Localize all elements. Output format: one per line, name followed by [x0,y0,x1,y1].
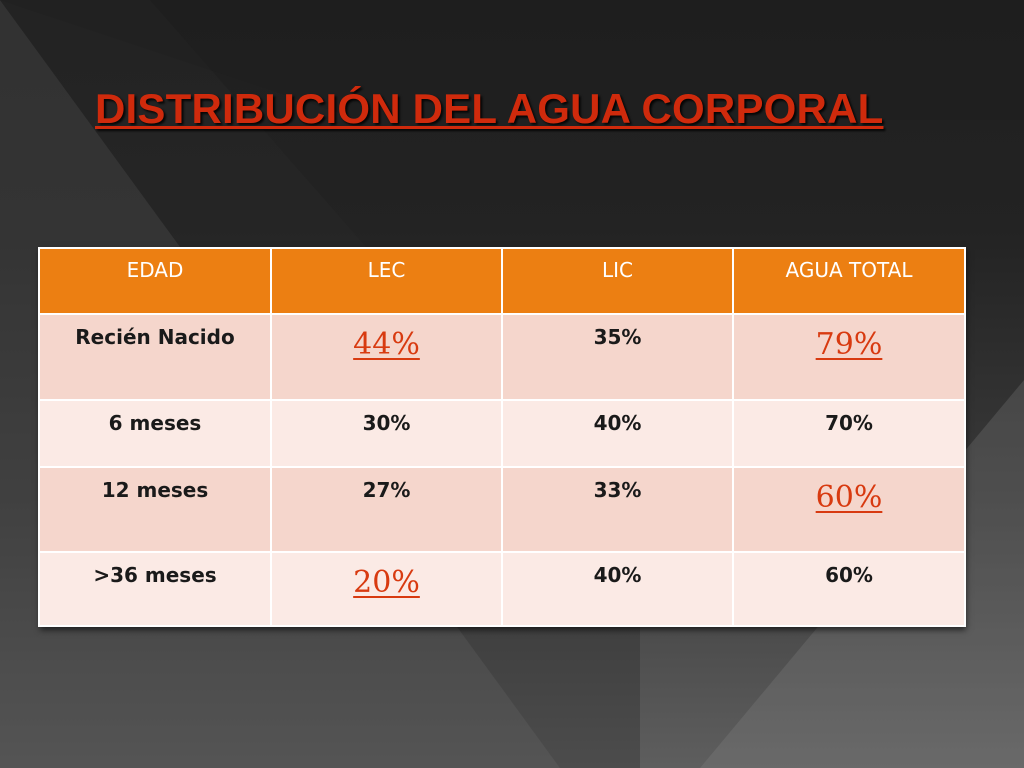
table-row: >36 meses 20% 40% 60% [38,551,966,627]
table-header-row: EDAD LEC LIC AGUA TOTAL [38,247,966,315]
cell-edad: >36 meses [38,551,272,627]
cell-lec: 30% [270,399,503,468]
cell-lec: 27% [270,466,503,553]
lec-value: 30% [362,411,411,435]
cell-edad: 12 meses [38,466,272,553]
cell-edad: 6 meses [38,399,272,468]
water-distribution-table: EDAD LEC LIC AGUA TOTAL Recién Nacido 44… [38,247,966,627]
cell-lic: 35% [501,313,734,401]
table-row: 12 meses 27% 33% 60% [38,466,966,553]
agua-total-value-highlighted: 79% [815,327,883,362]
lec-value-highlighted: 44% [353,327,420,362]
edad-value: 6 meses [108,411,202,435]
cell-lic: 40% [501,551,734,627]
agua-total-value: 70% [825,411,873,435]
header-agua-total: AGUA TOTAL [732,247,966,315]
header-edad: EDAD [38,247,272,315]
cell-lec: 44% [270,313,503,401]
data-table: EDAD LEC LIC AGUA TOTAL Recién Nacido 44… [38,247,966,627]
agua-total-value: 60% [825,563,873,587]
cell-agua-total: 60% [732,551,966,627]
cell-lic: 33% [501,466,734,553]
table-row: Recién Nacido 44% 35% 79% [38,313,966,401]
lic-value: 33% [593,478,642,502]
lec-value: 27% [362,478,411,502]
cell-agua-total: 70% [732,399,966,468]
agua-total-value-highlighted: 60% [815,480,883,515]
cell-lic: 40% [501,399,734,468]
edad-value: Recién Nacido [75,325,235,349]
header-lec: LEC [270,247,503,315]
cell-edad: Recién Nacido [38,313,272,401]
lic-value: 40% [593,563,642,587]
edad-value: >36 meses [93,563,217,587]
cell-agua-total: 79% [732,313,966,401]
cell-agua-total: 60% [732,466,966,553]
header-lic: LIC [501,247,734,315]
lec-value-highlighted: 20% [353,565,420,600]
lic-value: 40% [593,411,642,435]
lic-value: 35% [593,325,642,349]
edad-value: 12 meses [101,478,209,502]
cell-lec: 20% [270,551,503,627]
slide-title: DISTRIBUCIÓN DEL AGUA CORPORAL [95,85,884,132]
table-row: 6 meses 30% 40% 70% [38,399,966,468]
